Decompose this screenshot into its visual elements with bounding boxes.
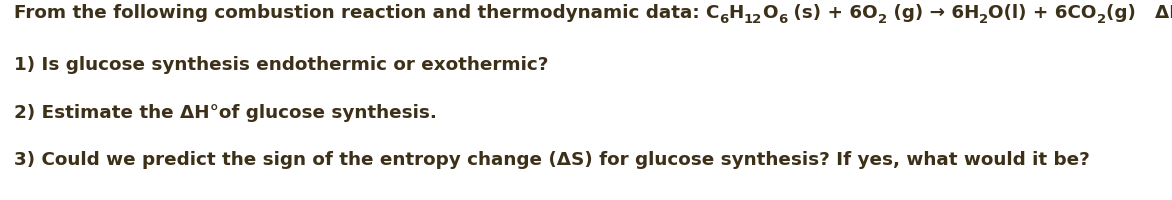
Text: 2) Estimate the ΔH°of glucose synthesis.: 2) Estimate the ΔH°of glucose synthesis.	[14, 104, 437, 122]
Text: 2: 2	[878, 13, 887, 26]
Text: (g)   ΔHº= -2816kJ.: (g) ΔHº= -2816kJ.	[1106, 4, 1172, 22]
Text: 1) Is glucose synthesis endothermic or exothermic?: 1) Is glucose synthesis endothermic or e…	[14, 56, 548, 74]
Text: O(l) + 6CO: O(l) + 6CO	[988, 4, 1097, 22]
Text: 2: 2	[980, 13, 988, 26]
Text: 2: 2	[1097, 13, 1106, 26]
Text: 12: 12	[744, 13, 762, 26]
Text: 3) Could we predict the sign of the entropy change (ΔS) for glucose synthesis? I: 3) Could we predict the sign of the entr…	[14, 151, 1090, 169]
Text: O: O	[762, 4, 778, 22]
Text: 6: 6	[778, 13, 788, 26]
Text: H: H	[729, 4, 744, 22]
Text: 6: 6	[720, 13, 729, 26]
Text: (g) → 6H: (g) → 6H	[887, 4, 980, 22]
Text: (s) + 6O: (s) + 6O	[788, 4, 878, 22]
Text: From the following combustion reaction and thermodynamic data: C: From the following combustion reaction a…	[14, 4, 720, 22]
